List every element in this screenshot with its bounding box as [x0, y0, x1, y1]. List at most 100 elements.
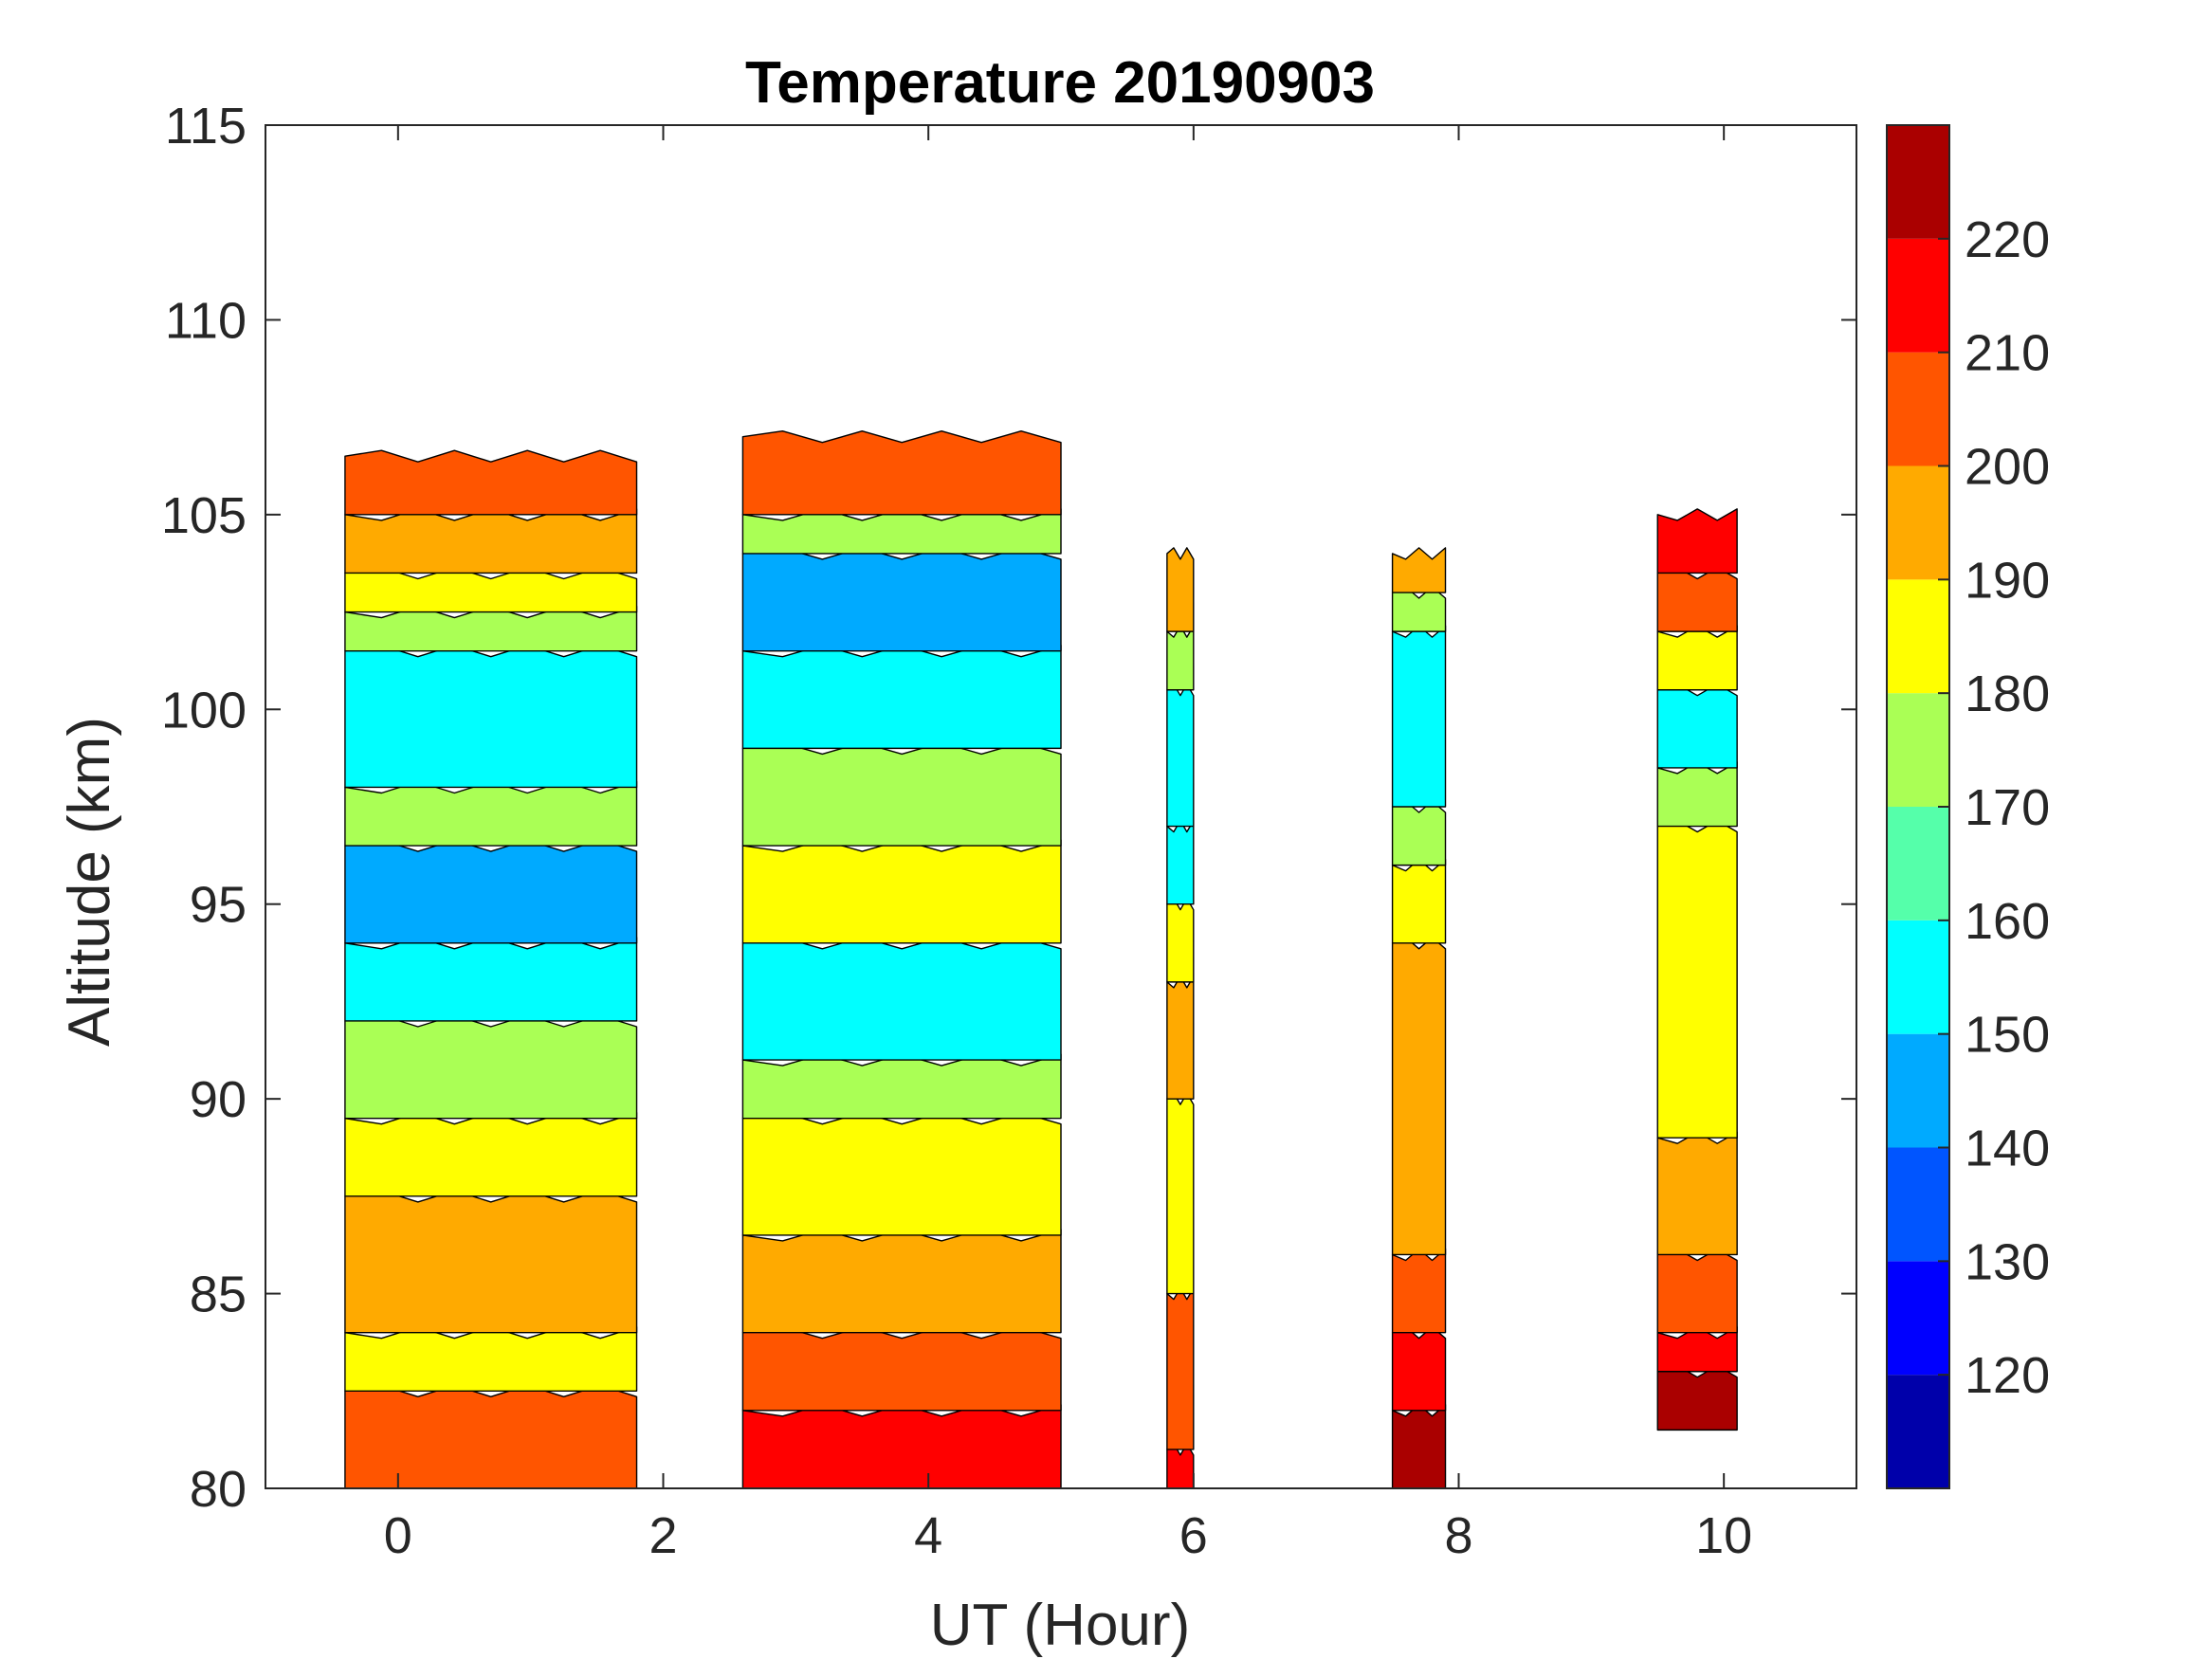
contour-band [1166, 1092, 1195, 1295]
x-axis-label: UT (Hour) [930, 1593, 1190, 1658]
contour-band [1656, 1248, 1738, 1334]
plot-frame [265, 124, 1857, 1489]
colorbar-tick-label: 130 [1965, 1233, 2050, 1290]
contour-band [344, 605, 638, 652]
x-tick-label: 6 [1179, 1507, 1208, 1564]
colorbar-swatch [1887, 579, 1949, 694]
y-tick-label: 105 [161, 487, 247, 544]
colorbar-swatch [1887, 1033, 1949, 1148]
contour-band [741, 1229, 1062, 1334]
colorbar-swatch [1887, 1147, 1949, 1262]
contour-band [1391, 858, 1447, 944]
contour-band [1391, 547, 1447, 593]
contour-band [1391, 625, 1447, 808]
contour-band [1166, 547, 1195, 632]
plot-area [344, 430, 1738, 1489]
contour-band [1166, 975, 1195, 1100]
colorbar-swatch [1887, 465, 1949, 580]
contour-band [344, 1014, 638, 1120]
colorbar-tick-label: 220 [1965, 211, 2050, 268]
contour-band [1391, 1404, 1447, 1489]
contour-band [344, 839, 638, 944]
x-axis: 0 2 4 6 8 10 [384, 125, 1752, 1564]
contour-band [741, 508, 1062, 555]
contour-band [1391, 586, 1447, 632]
colorbar-tick-label: 150 [1965, 1007, 2050, 1064]
contour-segment [1391, 547, 1447, 1489]
y-tick-label: 95 [190, 877, 247, 934]
colorbar-tick-label: 190 [1965, 552, 2050, 609]
contour-segment [344, 449, 638, 1489]
colorbar-tick-label: 160 [1965, 893, 2050, 950]
y-tick-label: 110 [165, 292, 247, 349]
colorbar-swatch [1887, 693, 1949, 807]
contour-band [344, 1190, 638, 1334]
colorbar: 120 130 140 150 160 170 180 190 200 210 220 [1886, 124, 2050, 1489]
x-tick-label: 2 [649, 1507, 677, 1564]
y-tick-label: 80 [190, 1461, 247, 1518]
colorbar-tick-label: 140 [1965, 1121, 2050, 1177]
contour-band [741, 430, 1062, 516]
y-tick-label: 85 [190, 1267, 247, 1323]
contour-band [344, 566, 638, 613]
colorbar-tick-label: 170 [1965, 779, 2050, 836]
x-tick-label: 0 [384, 1507, 412, 1564]
contour-band [1391, 937, 1447, 1256]
contour-band [1166, 819, 1195, 905]
y-axis-label: Altitude (km) [57, 717, 122, 1047]
contour-band [741, 1404, 1062, 1489]
contour-segment [1656, 508, 1738, 1431]
chart-title: Temperature 20190903 [745, 50, 1375, 116]
y-axis: 80 85 90 95 100 105 110 115 [161, 98, 1856, 1518]
colorbar-swatch [1887, 1261, 1949, 1376]
contour-band [344, 1112, 638, 1197]
colorbar-swatch [1887, 1375, 1949, 1488]
contour-band [741, 547, 1062, 652]
contour-band [1656, 1131, 1738, 1256]
contour-band [1656, 625, 1738, 691]
y-tick-label: 115 [165, 98, 247, 155]
contour-band [741, 645, 1062, 750]
contour-band [1166, 1443, 1195, 1489]
contour-band [1166, 1286, 1195, 1450]
contour-band [1656, 508, 1738, 574]
colorbar-swatch [1887, 920, 1949, 1034]
contour-band [1656, 761, 1738, 828]
contour-band [1391, 1326, 1447, 1412]
contour-band [741, 1326, 1062, 1412]
contour-band [1391, 1248, 1447, 1334]
contour-segment [741, 430, 1062, 1489]
colorbar-tick-label: 200 [1965, 439, 2050, 496]
contour-band [344, 1384, 638, 1489]
contour-band [1656, 819, 1738, 1139]
contour-band [344, 508, 638, 574]
contour-band [741, 937, 1062, 1061]
y-tick-label: 100 [161, 682, 247, 738]
contour-band [1391, 800, 1447, 866]
contour-band [344, 937, 638, 1022]
contour-band [1656, 1365, 1738, 1431]
contour-band [344, 645, 638, 789]
contour-band [1656, 1326, 1738, 1373]
x-tick-label: 8 [1444, 1507, 1472, 1564]
contour-band [741, 1053, 1062, 1120]
y-tick-label: 90 [190, 1071, 247, 1128]
contour-band [344, 449, 638, 516]
contour-band [344, 1326, 638, 1392]
contour-band [741, 839, 1062, 944]
contour-band [1166, 625, 1195, 691]
contour-band [1656, 684, 1738, 769]
contour-band [741, 1112, 1062, 1236]
contour-band [1166, 898, 1195, 983]
x-tick-label: 4 [914, 1507, 942, 1564]
colorbar-swatch [1887, 807, 1949, 921]
x-tick-label: 10 [1695, 1507, 1752, 1564]
colorbar-tick-label: 210 [1965, 325, 2050, 382]
colorbar-swatch [1887, 238, 1949, 353]
colorbar-tick-label: 120 [1965, 1347, 2050, 1404]
contour-band [344, 780, 638, 847]
contour-band [1656, 566, 1738, 632]
colorbar-swatch [1887, 125, 1949, 239]
colorbar-tick-label: 180 [1965, 665, 2050, 722]
